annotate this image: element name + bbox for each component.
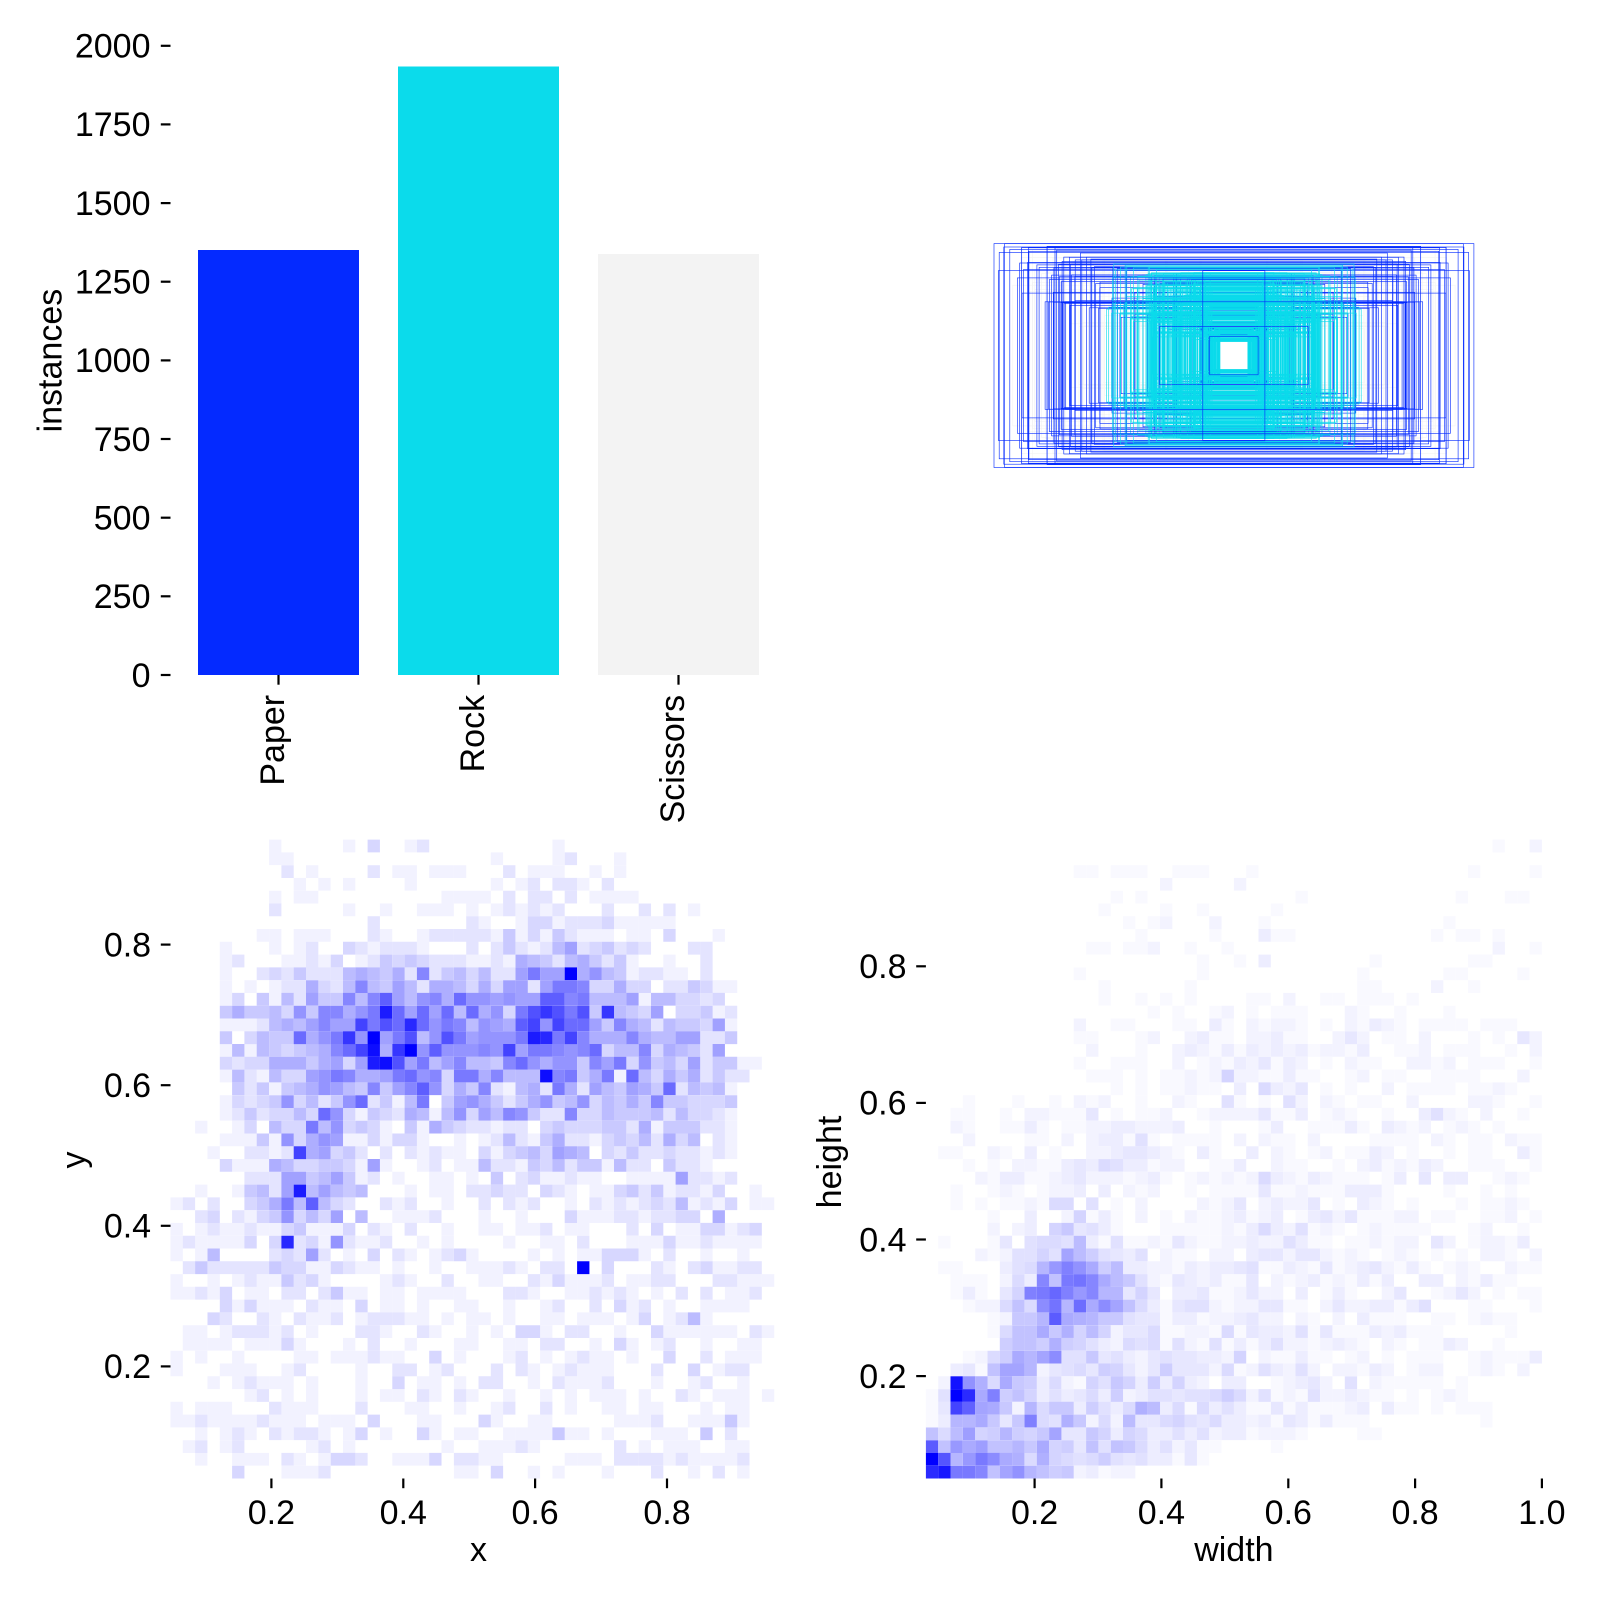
svg-text:500: 500 xyxy=(94,500,151,538)
svg-text:0.2: 0.2 xyxy=(248,1494,295,1532)
svg-text:0.4: 0.4 xyxy=(104,1208,151,1246)
svg-text:instances: instances xyxy=(32,289,70,433)
svg-text:1750: 1750 xyxy=(75,106,151,144)
svg-text:1000: 1000 xyxy=(75,342,151,380)
svg-text:1.0: 1.0 xyxy=(1518,1494,1565,1532)
svg-text:0.8: 0.8 xyxy=(1391,1494,1438,1532)
svg-text:y: y xyxy=(55,1152,93,1169)
svg-text:250: 250 xyxy=(94,578,151,616)
svg-text:Rock: Rock xyxy=(454,694,492,772)
svg-text:0.2: 0.2 xyxy=(859,1358,906,1396)
svg-text:width: width xyxy=(1193,1531,1273,1569)
svg-text:0.6: 0.6 xyxy=(859,1085,906,1123)
svg-text:0.6: 0.6 xyxy=(511,1494,558,1532)
svg-text:height: height xyxy=(811,1115,849,1208)
svg-text:0.8: 0.8 xyxy=(643,1494,690,1532)
svg-text:0.4: 0.4 xyxy=(1138,1494,1185,1532)
svg-text:2000: 2000 xyxy=(75,28,151,66)
svg-text:x: x xyxy=(470,1531,487,1569)
svg-text:Scissors: Scissors xyxy=(654,695,692,823)
svg-text:0.6: 0.6 xyxy=(104,1067,151,1105)
svg-text:0.2: 0.2 xyxy=(1011,1494,1058,1532)
svg-text:0.4: 0.4 xyxy=(859,1221,906,1259)
svg-text:1250: 1250 xyxy=(75,264,151,302)
svg-text:0.2: 0.2 xyxy=(104,1348,151,1386)
svg-text:0.4: 0.4 xyxy=(380,1494,427,1532)
svg-text:0.6: 0.6 xyxy=(1265,1494,1312,1532)
svg-text:750: 750 xyxy=(94,421,151,459)
svg-text:0.8: 0.8 xyxy=(859,948,906,986)
svg-text:0.8: 0.8 xyxy=(104,926,151,964)
svg-text:1500: 1500 xyxy=(75,185,151,223)
svg-text:Paper: Paper xyxy=(254,695,292,786)
svg-text:0: 0 xyxy=(132,657,151,695)
